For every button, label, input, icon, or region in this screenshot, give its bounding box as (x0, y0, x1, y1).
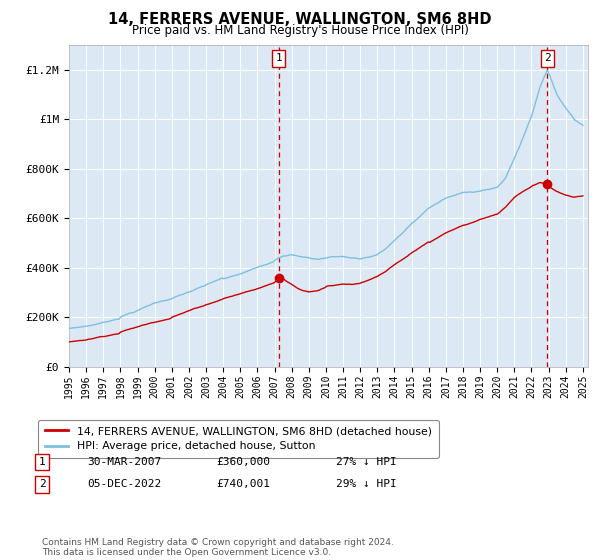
Text: £360,000: £360,000 (216, 457, 270, 467)
Text: 29% ↓ HPI: 29% ↓ HPI (336, 479, 397, 489)
Text: 27% ↓ HPI: 27% ↓ HPI (336, 457, 397, 467)
Text: 30-MAR-2007: 30-MAR-2007 (87, 457, 161, 467)
Legend: 14, FERRERS AVENUE, WALLINGTON, SM6 8HD (detached house), HPI: Average price, de: 14, FERRERS AVENUE, WALLINGTON, SM6 8HD … (38, 419, 439, 458)
Text: 05-DEC-2022: 05-DEC-2022 (87, 479, 161, 489)
Text: 1: 1 (275, 53, 282, 63)
Text: Contains HM Land Registry data © Crown copyright and database right 2024.
This d: Contains HM Land Registry data © Crown c… (42, 538, 394, 557)
Text: 2: 2 (544, 53, 551, 63)
Text: 1: 1 (38, 457, 46, 467)
Text: 14, FERRERS AVENUE, WALLINGTON, SM6 8HD: 14, FERRERS AVENUE, WALLINGTON, SM6 8HD (108, 12, 492, 27)
Text: Price paid vs. HM Land Registry's House Price Index (HPI): Price paid vs. HM Land Registry's House … (131, 24, 469, 37)
Text: £740,001: £740,001 (216, 479, 270, 489)
Text: 2: 2 (38, 479, 46, 489)
